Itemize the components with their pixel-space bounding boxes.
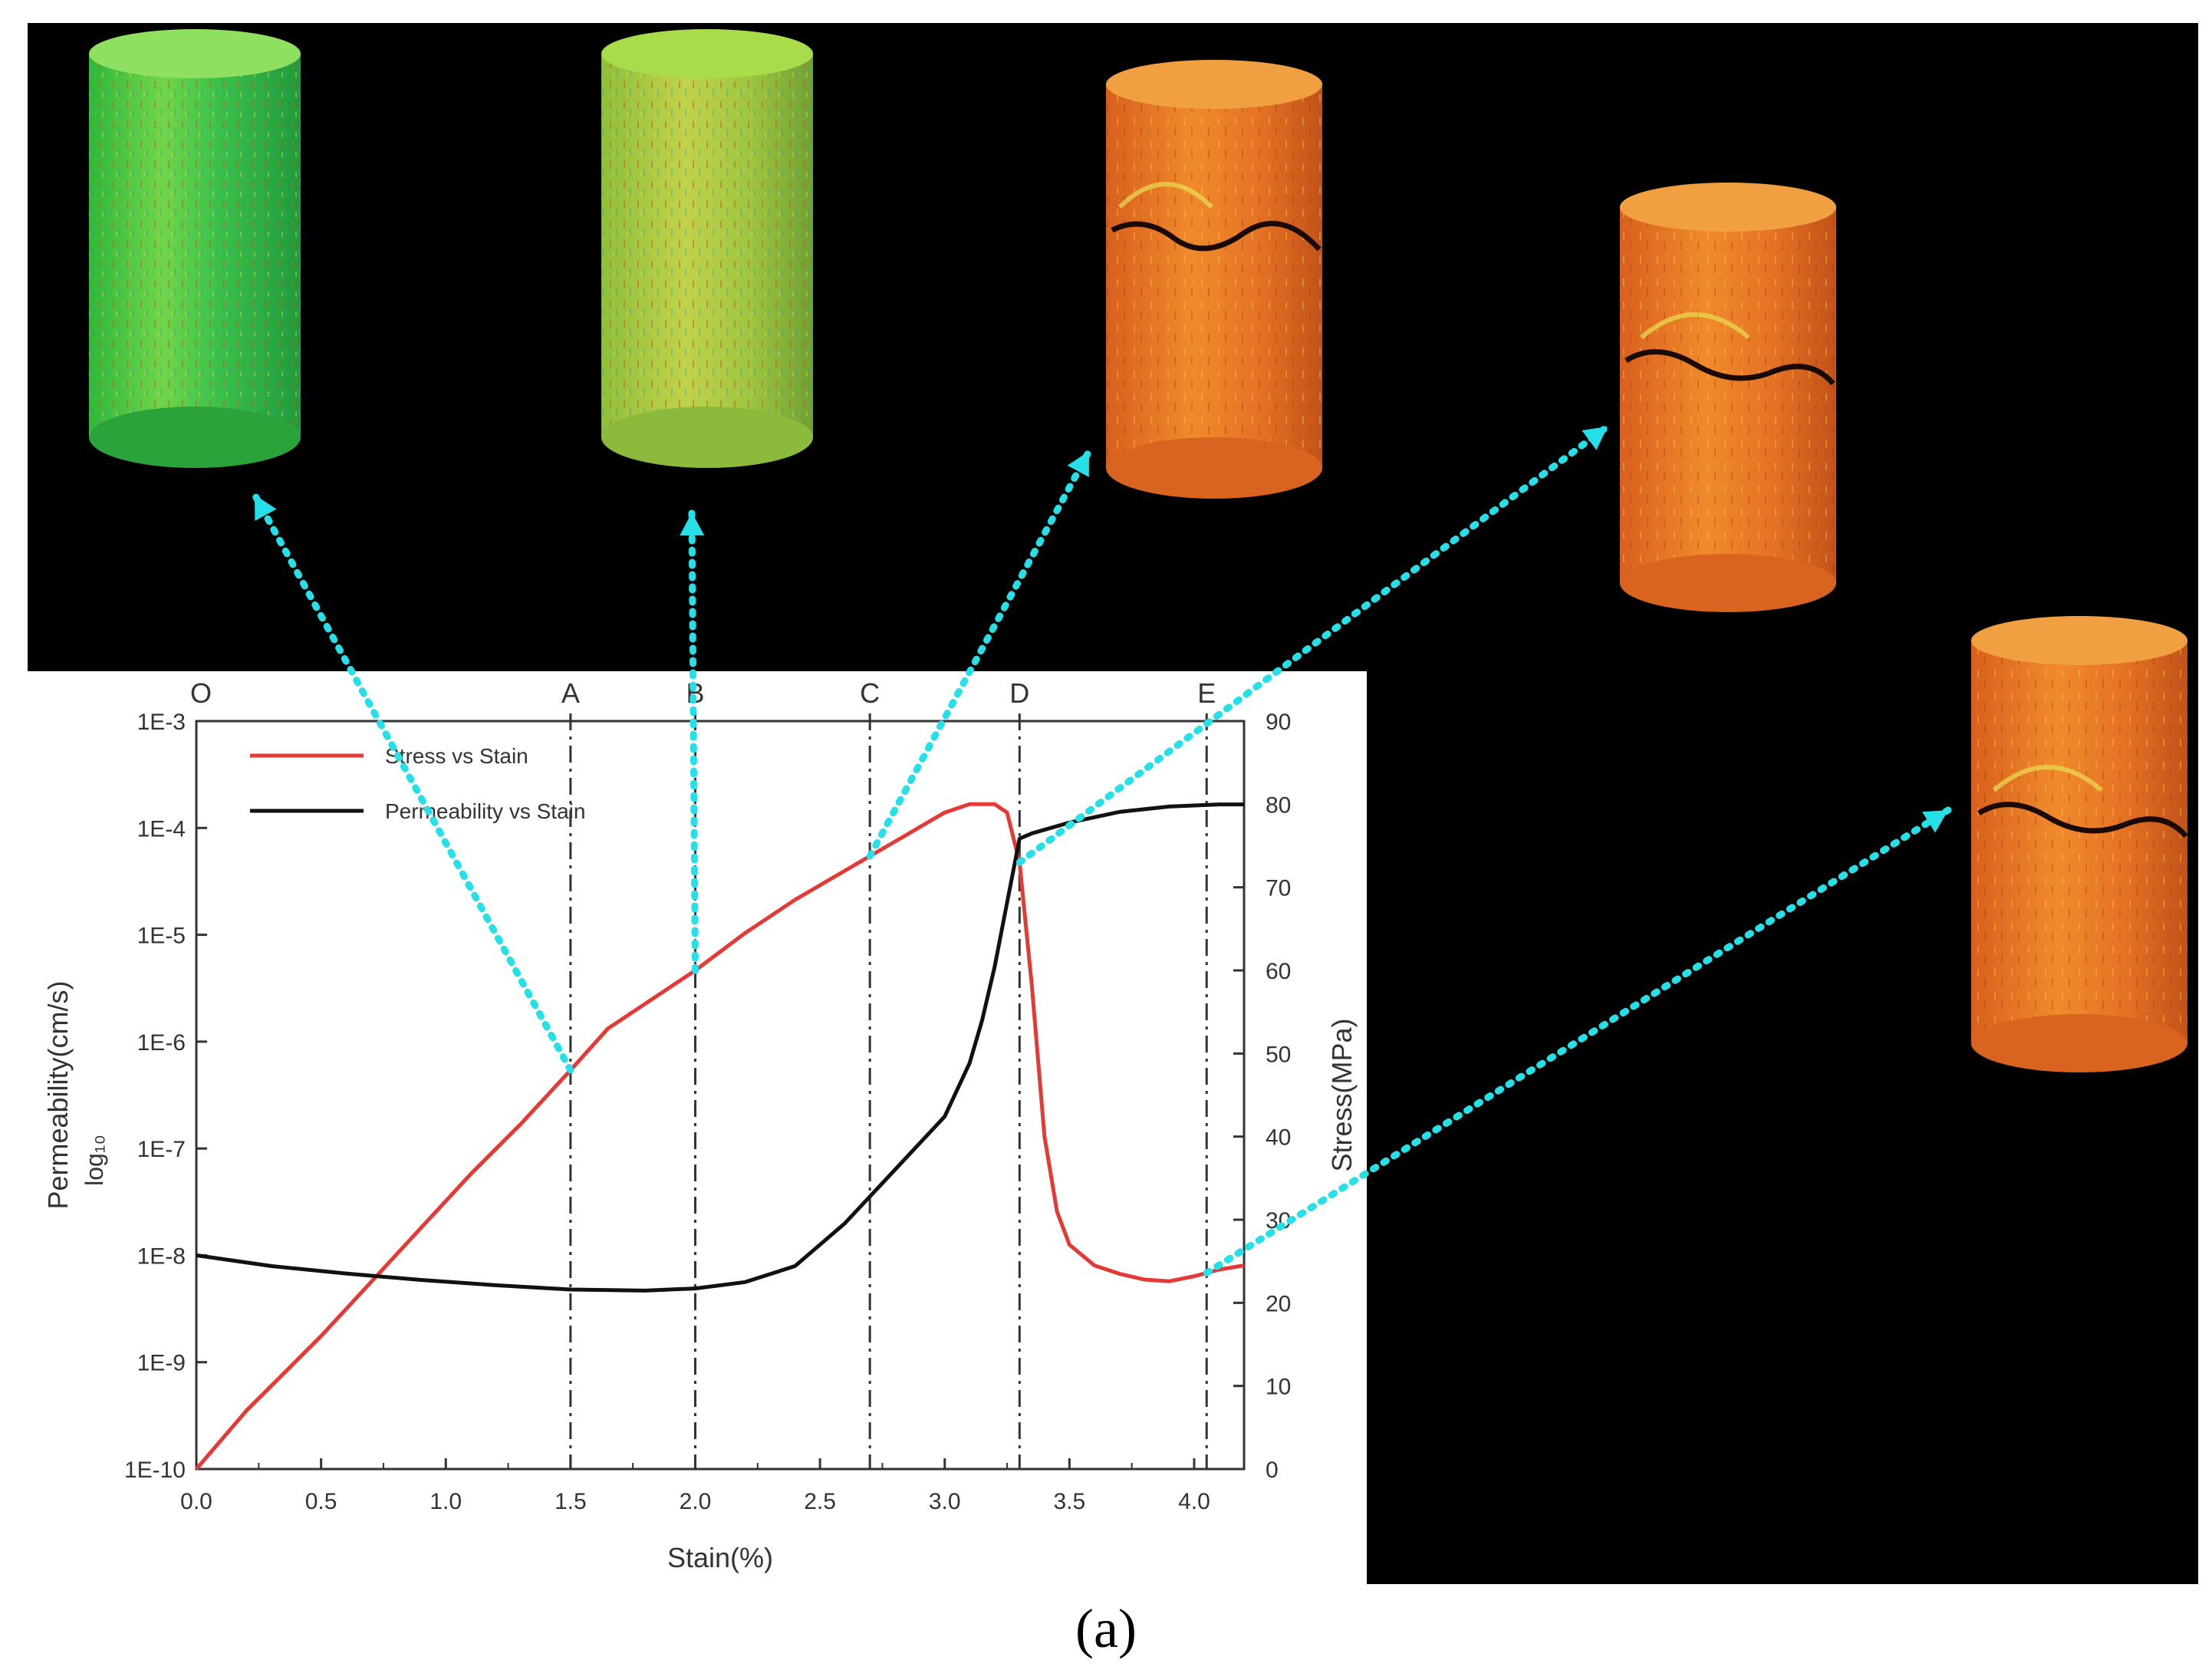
plot-area: 0.0 0.5 1.0 1.5 2.0 2.5 3.0 3.5 4.0 Stain(%) 1E-10… [42,677,1358,1573]
right-axis-label: Stress(MPa) [1326,1018,1358,1171]
arrowhead-E [1922,810,1948,833]
figure-caption: (a) [1075,1598,1137,1659]
specimen-E [1971,616,2188,1072]
legend-label-0: Stress vs Stain [385,744,528,768]
x-tick-label: 1.5 [555,1489,587,1514]
stage-label-A: A [561,677,580,709]
arrowhead-C [1067,451,1089,477]
right-tick-label: 80 [1266,792,1291,818]
specimen-C [1106,60,1322,499]
right-tick-label: 0 [1266,1458,1279,1483]
x-tick-label: 2.5 [804,1489,836,1514]
arrowhead-A [255,495,277,521]
stage-label-B: B [686,677,704,709]
x-tick-label: 0.0 [180,1489,212,1514]
right-tick-label: 50 [1266,1042,1291,1067]
arrow-A [251,491,574,1074]
left-tick-label: 1E-4 [137,816,186,842]
arrow-D [1015,423,1611,866]
arrows-group [251,423,1952,1276]
right-tick-label: 70 [1266,876,1291,901]
specimen-B [601,29,813,468]
x-tick-label: 0.5 [305,1489,337,1514]
arrow-B [688,509,699,974]
x-tick-label: 1.0 [430,1489,462,1514]
right-tick-label: 60 [1266,959,1291,984]
specimens-group [89,29,2188,1072]
left-tick-label: 1E-5 [137,924,186,949]
left-tick-label: 1E-3 [137,710,186,735]
right-tick-label: 90 [1266,710,1291,735]
series-line-permeability [196,802,1244,1293]
right-tick-label: 10 [1266,1375,1291,1400]
left-tick-label: 1E-9 [137,1351,186,1376]
x-axis-label: Stain(%) [667,1542,773,1573]
left-tick-label: 1E-8 [137,1244,186,1269]
left-axis-label: Permeability(cm/s) [42,980,74,1209]
stage-label-D: D [1009,677,1029,709]
right-tick-label: 20 [1266,1291,1291,1316]
arrowhead-B [680,512,705,536]
stage-label-C: C [860,677,880,709]
x-tick-label: 3.0 [929,1489,961,1514]
left-tick-label: 1E-6 [137,1030,186,1056]
arrowhead-D [1582,427,1608,450]
right-tick-label: 40 [1266,1125,1291,1151]
x-tick-label: 2.0 [680,1489,712,1514]
stage-label-E: E [1197,677,1216,709]
left-tick-label: 1E-7 [137,1137,186,1162]
specimen-D [1620,183,1836,612]
specimen-O-A [89,29,301,468]
series-line-stress [195,802,1245,1471]
arrow-C [866,447,1093,860]
plot-frame [195,720,1246,1471]
x-tick-label: 4.0 [1178,1489,1210,1514]
arrow-E [1203,806,1952,1276]
left-tick-label: 1E-10 [124,1458,186,1483]
left-axis-sublabel: log₁₀ [81,1135,108,1186]
stage-label-O: O [190,677,212,709]
legend-label-1: Permeability vs Stain [385,799,585,823]
x-tick-label: 3.5 [1053,1489,1085,1514]
